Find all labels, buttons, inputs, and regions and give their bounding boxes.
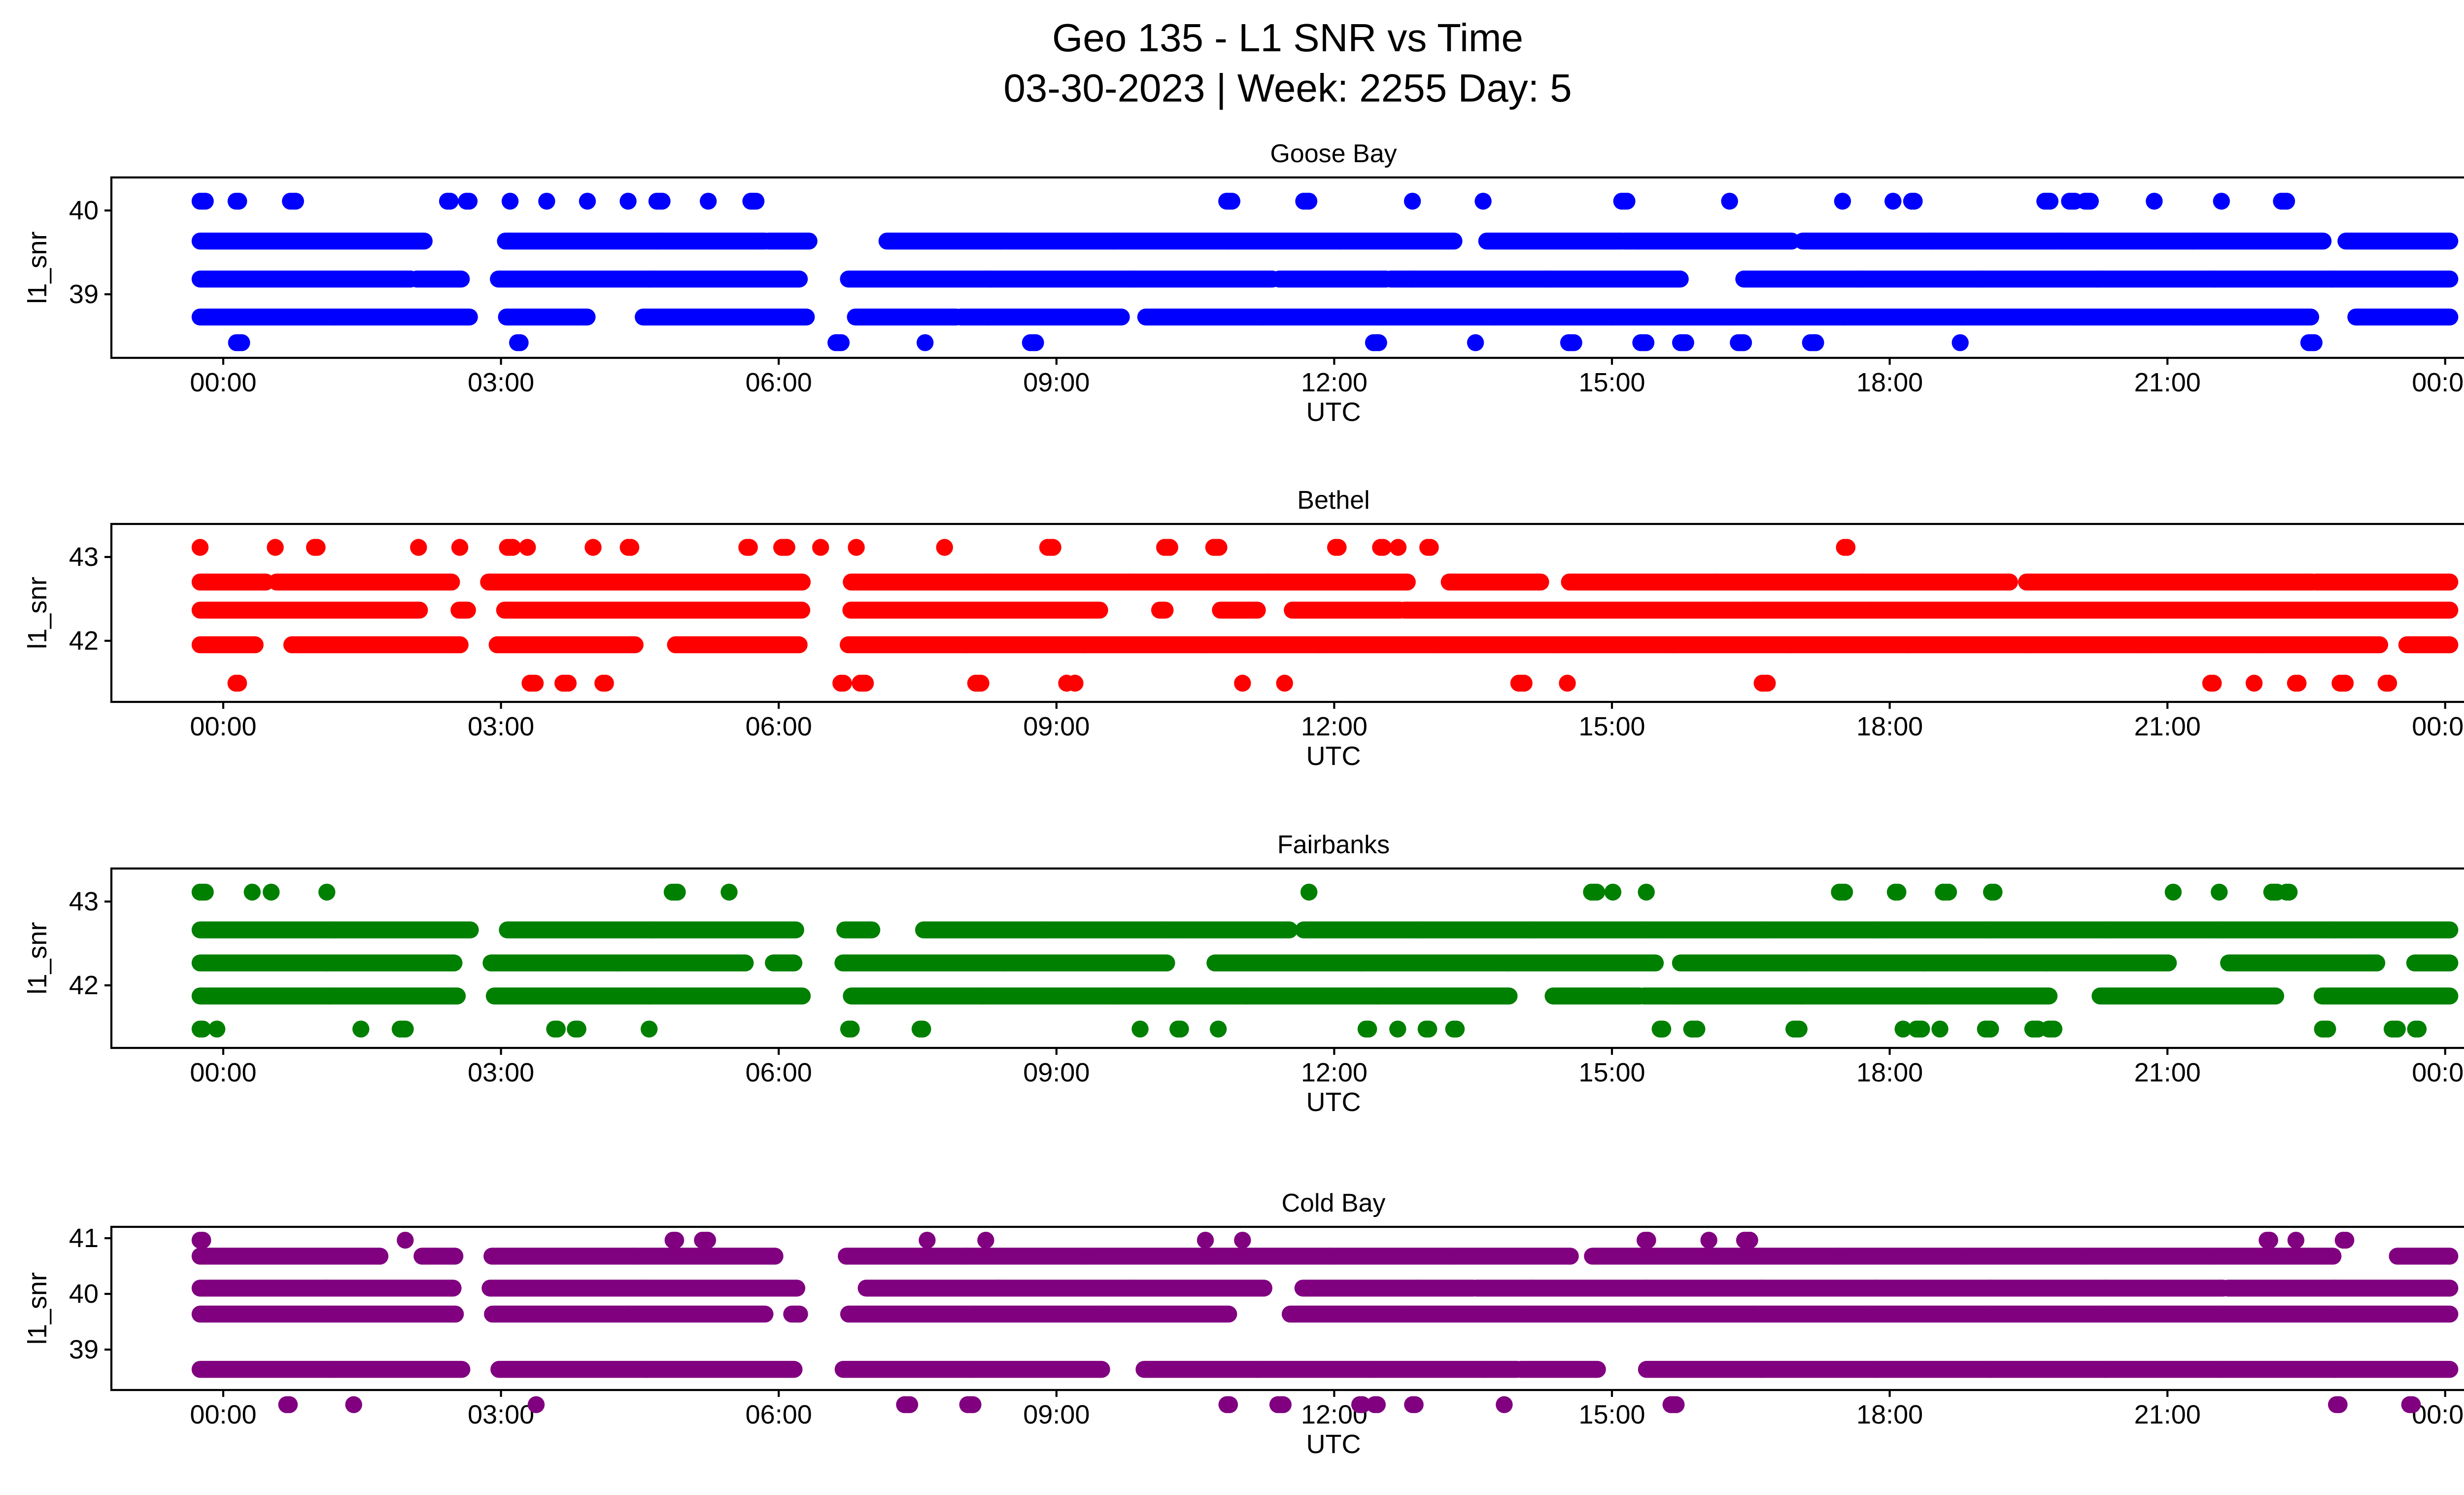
svg-text:00:00: 00:00 (190, 368, 256, 397)
svg-text:l1_snr: l1_snr (23, 922, 52, 994)
svg-text:03:00: 03:00 (468, 1058, 534, 1087)
svg-text:43: 43 (69, 542, 99, 572)
svg-text:12:00: 12:00 (1301, 1058, 1368, 1087)
svg-text:l1_snr: l1_snr (23, 577, 52, 649)
svg-text:03:00: 03:00 (468, 1400, 534, 1429)
svg-text:l1_snr: l1_snr (23, 231, 52, 304)
svg-text:21:00: 21:00 (2134, 1400, 2201, 1429)
svg-text:09:00: 09:00 (1023, 1400, 1090, 1429)
svg-text:12:00: 12:00 (1301, 368, 1368, 397)
svg-text:21:00: 21:00 (2134, 368, 2201, 397)
svg-text:39: 39 (69, 279, 99, 309)
svg-text:09:00: 09:00 (1023, 712, 1090, 741)
svg-text:00:00: 00:00 (190, 1400, 256, 1429)
svg-text:Cold Bay: Cold Bay (1282, 1189, 1386, 1217)
svg-text:Fairbanks: Fairbanks (1277, 831, 1390, 859)
svg-text:UTC: UTC (1306, 1429, 1361, 1459)
svg-text:00:00: 00:00 (190, 712, 256, 741)
svg-text:l1_snr: l1_snr (23, 1272, 52, 1345)
svg-text:00:00: 00:00 (2412, 1058, 2464, 1087)
svg-text:18:00: 18:00 (1856, 368, 1923, 397)
svg-text:15:00: 15:00 (1578, 1058, 1645, 1087)
svg-text:03:00: 03:00 (468, 712, 534, 741)
svg-text:03:00: 03:00 (468, 368, 534, 397)
svg-text:15:00: 15:00 (1578, 712, 1645, 741)
svg-text:42: 42 (69, 971, 99, 1000)
svg-text:Geo 135 - L1 SNR vs Time: Geo 135 - L1 SNR vs Time (1052, 16, 1523, 60)
svg-text:09:00: 09:00 (1023, 1058, 1090, 1087)
svg-text:06:00: 06:00 (746, 712, 812, 741)
svg-text:06:00: 06:00 (746, 1058, 812, 1087)
svg-text:39: 39 (69, 1335, 99, 1364)
svg-text:15:00: 15:00 (1578, 1400, 1645, 1429)
svg-text:18:00: 18:00 (1856, 1058, 1923, 1087)
svg-text:40: 40 (69, 196, 99, 225)
svg-text:43: 43 (69, 887, 99, 916)
svg-text:00:00: 00:00 (2412, 712, 2464, 741)
svg-text:18:00: 18:00 (1856, 1400, 1923, 1429)
svg-text:12:00: 12:00 (1301, 712, 1368, 741)
svg-text:21:00: 21:00 (2134, 712, 2201, 741)
svg-text:UTC: UTC (1306, 741, 1361, 771)
svg-text:18:00: 18:00 (1856, 712, 1923, 741)
svg-text:41: 41 (69, 1223, 99, 1253)
svg-text:Goose Bay: Goose Bay (1270, 139, 1397, 168)
svg-text:15:00: 15:00 (1578, 368, 1645, 397)
svg-text:UTC: UTC (1306, 397, 1361, 427)
svg-text:00:00: 00:00 (2412, 368, 2464, 397)
svg-text:06:00: 06:00 (746, 1400, 812, 1429)
svg-text:03-30-2023 | Week: 2255 Day: 5: 03-30-2023 | Week: 2255 Day: 5 (1003, 66, 1572, 110)
svg-text:42: 42 (69, 626, 99, 656)
svg-text:40: 40 (69, 1279, 99, 1309)
svg-text:Bethel: Bethel (1297, 486, 1369, 515)
svg-text:09:00: 09:00 (1023, 368, 1090, 397)
svg-text:21:00: 21:00 (2134, 1058, 2201, 1087)
svg-text:00:00: 00:00 (190, 1058, 256, 1087)
svg-text:06:00: 06:00 (746, 368, 812, 397)
svg-text:UTC: UTC (1306, 1087, 1361, 1117)
